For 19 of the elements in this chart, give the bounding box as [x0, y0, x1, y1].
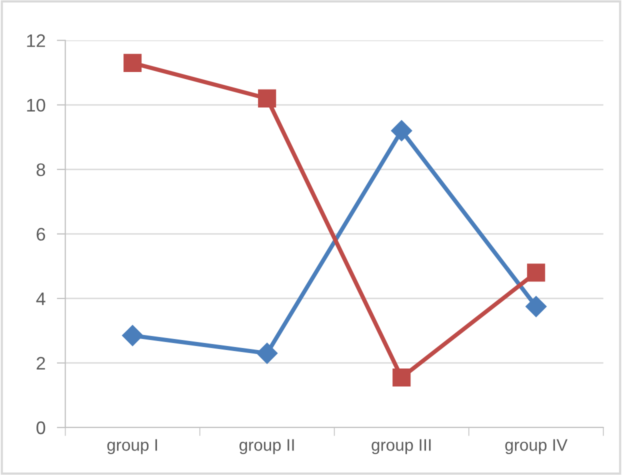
point: [392, 368, 411, 387]
x-tick-label: group III: [372, 439, 431, 454]
point: [258, 89, 276, 108]
point: [124, 54, 142, 72]
point: [391, 120, 412, 142]
point: [256, 342, 278, 364]
x-tick-label: group II: [240, 439, 294, 454]
x-tick-label: group I: [107, 439, 157, 454]
point: [527, 264, 546, 282]
point: [122, 325, 144, 346]
y-tick-label: 2: [36, 356, 45, 370]
y-tick-label: 4: [36, 292, 46, 305]
x-tick-label: group IV: [505, 439, 568, 454]
y-tick-label: 12: [27, 34, 45, 47]
y-tick-label: 0: [36, 421, 46, 434]
y-tick-label: 8: [36, 163, 46, 176]
y-tick-label: 6: [36, 228, 46, 241]
y-tick-label: 10: [27, 98, 46, 112]
point: [526, 296, 547, 318]
